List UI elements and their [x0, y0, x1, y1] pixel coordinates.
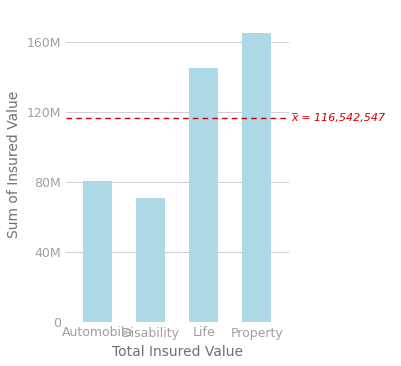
Y-axis label: Sum of Insured Value: Sum of Insured Value: [7, 91, 21, 238]
Bar: [189, 68, 219, 322]
Bar: [242, 33, 271, 322]
Text: x̅ = 116,542,547: x̅ = 116,542,547: [291, 113, 385, 123]
Bar: [83, 182, 112, 322]
Bar: [136, 198, 165, 322]
X-axis label: Total Insured Value: Total Insured Value: [112, 345, 243, 359]
